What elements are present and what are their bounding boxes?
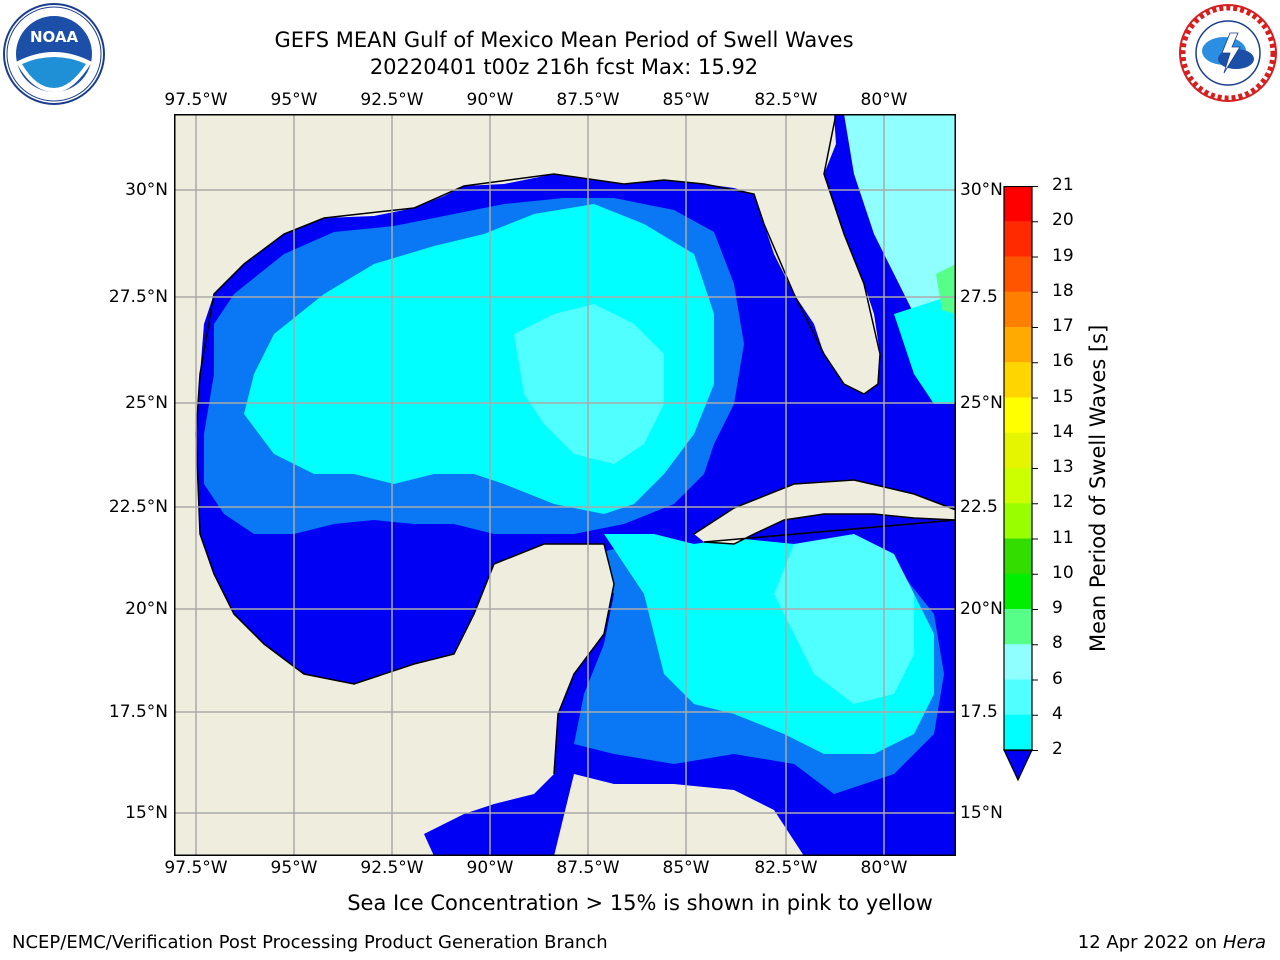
lat-tick-left: 15°N: [125, 803, 168, 823]
colorbar-segment: [1004, 432, 1032, 469]
colorbar-tick-label: 12: [1052, 492, 1074, 513]
nws-logo: [1179, 4, 1277, 102]
footer-date-text: 12 Apr 2022 on: [1077, 932, 1223, 953]
lat-tick-right: 27.5: [960, 287, 998, 307]
footer-host: Hera: [1222, 932, 1266, 953]
sea-ice-note: Sea Ice Concentration > 15% is shown in …: [347, 891, 933, 915]
colorbar-extend-triangle: [1003, 749, 1033, 782]
colorbar-segment: [1004, 573, 1032, 610]
colorbar-segment: [1004, 714, 1032, 751]
colorbar-segment: [1004, 256, 1032, 293]
lat-tick-right: 17.5: [960, 702, 998, 722]
cuba-coastline: [693, 479, 956, 545]
footer-branch: NCEP/EMC/Verification Post Processing Pr…: [12, 932, 608, 953]
lon-tick-top: 92.5°W: [360, 90, 424, 110]
atlantic-green-patch: [936, 264, 956, 314]
colorbar-segment: [1004, 221, 1032, 257]
colorbar-tick-label: 11: [1052, 527, 1074, 548]
central-america-land: [554, 774, 804, 856]
caribbean-light-cyan-patch: [774, 534, 914, 704]
coastline: [195, 114, 881, 775]
colorbar-segment: [1004, 644, 1032, 680]
colorbar-tick-label: 2: [1052, 739, 1063, 759]
colorbar-segment: [1004, 503, 1032, 539]
colorbar: [1003, 186, 1038, 782]
lat-tick-left: 27.5°N: [108, 287, 168, 307]
colorbar-segment: [1004, 291, 1032, 328]
colorbar-title: Mean Period of Swell Waves [s]: [1086, 324, 1110, 652]
colorbar-segment: [1004, 468, 1032, 504]
colorbar-tick-label: 14: [1052, 421, 1074, 442]
atlantic-cyan-area: [894, 294, 956, 404]
lon-tick-top: 90°W: [466, 90, 514, 110]
cuba-land: [694, 480, 956, 544]
lon-tick-top: 97.5°W: [164, 90, 228, 110]
lat-tick-left: 30°N: [125, 180, 168, 200]
map-title: GEFS MEAN Gulf of Mexico Mean Period of …: [274, 28, 854, 52]
colorbar-tick-label: 15: [1052, 386, 1074, 407]
colorbar-tick-label: 19: [1052, 245, 1074, 266]
lon-tick-bottom: 85°W: [662, 858, 710, 878]
colorbar-tick-label: 9: [1052, 598, 1063, 618]
colorbar-tick-label: 17: [1052, 316, 1074, 336]
colorbar-segment: [1004, 186, 1032, 222]
lon-tick-bottom: 95°W: [270, 858, 318, 878]
forecast-map: [174, 114, 956, 856]
colorbar-segment: [1004, 609, 1032, 645]
footer-date: 12 Apr 2022 on Hera: [1078, 932, 1266, 953]
lat-tick-left: 22.5°N: [108, 497, 168, 517]
lon-tick-top: 87.5°W: [556, 90, 620, 110]
lat-tick-right: 30°N: [960, 180, 1003, 200]
noaa-logo: NOAA: [3, 3, 105, 105]
lon-tick-top: 85°W: [662, 90, 710, 110]
us-coast-land: [174, 114, 880, 856]
lon-tick-bottom: 90°W: [466, 858, 514, 878]
lon-tick-bottom: 87.5°W: [556, 858, 620, 878]
colorbar-segment: [1004, 327, 1032, 363]
colorbar-segment: [1004, 397, 1032, 434]
lat-tick-left: 20°N: [125, 599, 168, 619]
svg-text:NOAA: NOAA: [30, 28, 79, 46]
map-frame: [174, 114, 956, 856]
lat-tick-right: 15°N: [960, 803, 1003, 823]
colorbar-segment: [1004, 362, 1032, 398]
lat-tick-right: 20°N: [960, 599, 1003, 619]
colorbar-tick-label: 10: [1052, 562, 1074, 583]
colorbar-tick-label: 16: [1052, 351, 1074, 372]
map-gridlines: [174, 114, 956, 856]
lat-tick-left: 25°N: [125, 393, 168, 413]
map-subtitle: 20220401 t00z 216h fcst Max: 15.92: [369, 55, 759, 79]
colorbar-tick-label: 18: [1052, 280, 1074, 301]
colorbar-segment: [1004, 538, 1032, 575]
gulf-light-cyan-patch: [514, 304, 664, 464]
lat-tick-right: 25°N: [960, 393, 1003, 413]
colorbar-segment: [1004, 679, 1032, 716]
lon-tick-bottom: 82.5°W: [754, 858, 818, 878]
lon-tick-top: 82.5°W: [754, 90, 818, 110]
colorbar-tick-label: 4: [1052, 703, 1063, 724]
colorbar-tick-label: 20: [1052, 210, 1074, 231]
lat-tick-left: 17.5°N: [108, 702, 168, 722]
lat-tick-right: 22.5: [960, 497, 998, 517]
atlantic-pale-cyan-area: [844, 114, 956, 334]
colorbar-tick-label: 13: [1052, 457, 1074, 477]
lon-tick-top: 80°W: [860, 90, 908, 110]
colorbar-tick-label: 6: [1052, 668, 1063, 689]
colorbar-tick-label: 8: [1052, 633, 1063, 654]
lon-tick-top: 95°W: [270, 90, 318, 110]
lon-tick-bottom: 80°W: [860, 858, 908, 878]
lon-tick-bottom: 92.5°W: [360, 858, 424, 878]
lon-tick-bottom: 97.5°W: [164, 858, 228, 878]
colorbar-tick-label: 21: [1052, 175, 1074, 195]
